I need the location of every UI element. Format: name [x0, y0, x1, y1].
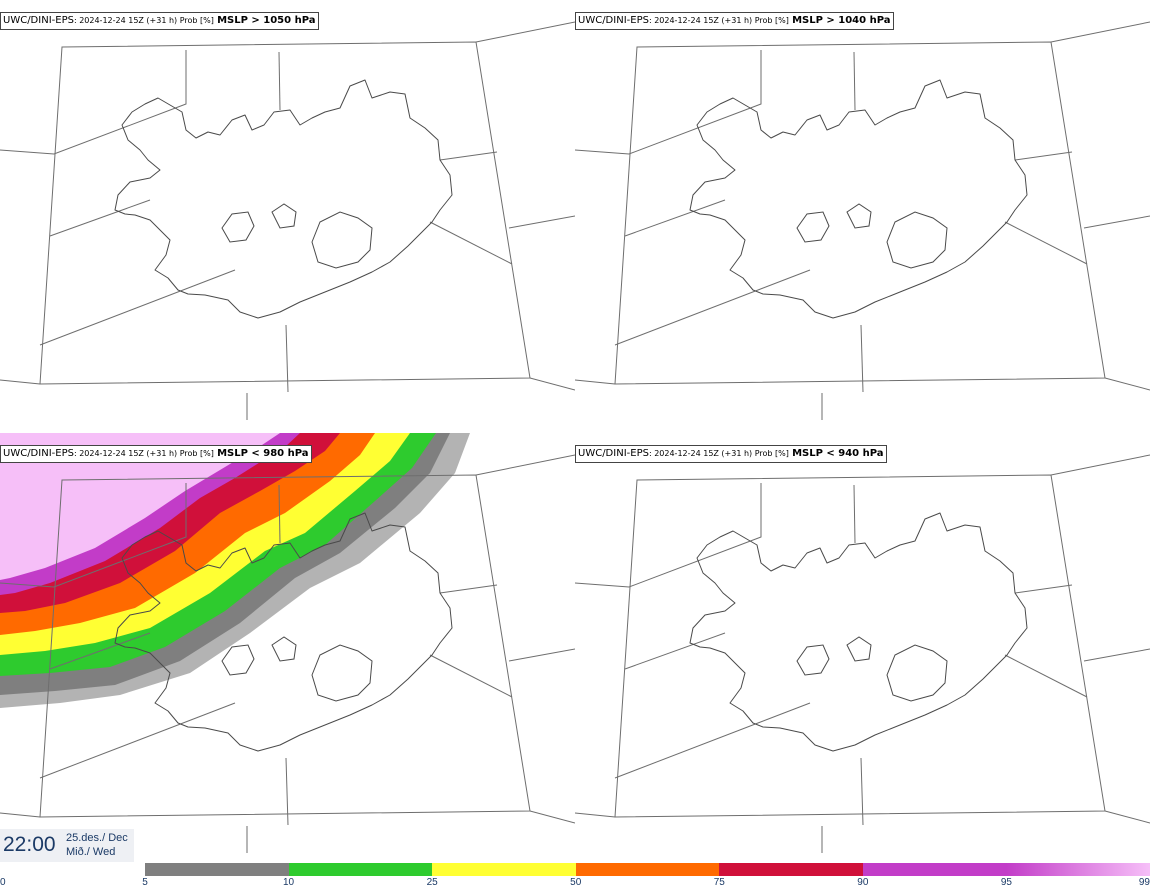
graticule-line — [614, 269, 811, 346]
graticule-line — [1014, 584, 1073, 594]
colorbar-segment — [575, 863, 720, 876]
map-canvas — [575, 21, 1150, 420]
colorbar-segment — [719, 863, 863, 876]
graticule-line — [439, 584, 498, 594]
valid-date: 25.des./ Dec Mið./ Wed — [66, 831, 128, 859]
graticule-line — [624, 632, 726, 670]
valid-time: 22:00 — [3, 833, 56, 856]
coastline — [689, 512, 1028, 752]
graticule-line — [575, 483, 762, 588]
coastline — [114, 79, 453, 319]
graticule-line — [508, 648, 575, 662]
graticule-line — [1004, 221, 1088, 265]
glacier-outline — [221, 211, 255, 243]
graticule-line — [0, 50, 187, 155]
graticule-line — [860, 324, 864, 393]
graticule-line — [0, 379, 41, 385]
map-panel-mslp-lt-980: UWC/DINI-EPS: 2024-12-24 15Z (+31 h) Pro… — [0, 433, 575, 853]
colorbar-tick-label: 90 — [857, 877, 869, 888]
probability-shading — [0, 433, 470, 708]
glacier-outline — [846, 636, 872, 662]
colorbar-tick-label: 10 — [283, 877, 295, 888]
graticule-line — [624, 199, 726, 237]
graticule-line — [1050, 21, 1150, 43]
base-map — [0, 454, 575, 853]
graticule-line — [853, 51, 856, 111]
colorbar-tick-label: 95 — [1000, 877, 1012, 888]
graticule-line — [39, 269, 236, 346]
map-panel-mslp-lt-940: UWC/DINI-EPS: 2024-12-24 15Z (+31 h) Pro… — [575, 433, 1150, 853]
coastline — [114, 512, 453, 752]
graticule-line — [1014, 151, 1073, 161]
graticule-line — [1083, 648, 1150, 662]
coastline — [689, 79, 1028, 319]
graticule-line — [0, 812, 41, 818]
colorbar-tick-label: 5 — [142, 877, 148, 888]
panel-title: UWC/DINI-EPS: 2024-12-24 15Z (+31 h) Pro… — [575, 12, 894, 30]
map-canvas — [0, 21, 575, 420]
graticule-line — [1104, 810, 1150, 824]
colorbar-tick-label: 99 — [1138, 877, 1150, 888]
colorbar-tick-label: 50 — [570, 877, 582, 888]
panel-title: UWC/DINI-EPS: 2024-12-24 15Z (+31 h) Pro… — [0, 12, 319, 30]
glacier-outline — [886, 644, 948, 702]
base-map — [575, 21, 1150, 420]
base-map — [0, 21, 575, 420]
glacier-outline — [311, 644, 373, 702]
graticule-line — [429, 654, 513, 698]
graticule-line — [285, 324, 289, 393]
graticule-line — [1083, 215, 1150, 229]
graticule-line — [39, 702, 236, 779]
graticule-line — [614, 702, 811, 779]
graticule-line — [1050, 454, 1150, 476]
glacier-outline — [311, 211, 373, 269]
glacier-outline — [796, 211, 830, 243]
map-canvas — [0, 433, 575, 853]
colorbar-segment — [145, 863, 289, 876]
graticule-line — [429, 221, 513, 265]
graticule-line — [475, 454, 575, 476]
graticule-line — [0, 483, 187, 588]
panel-title: UWC/DINI-EPS: 2024-12-24 15Z (+31 h) Pro… — [575, 445, 887, 463]
graticule-line — [285, 757, 289, 826]
valid-time-box: 22:00 25.des./ Dec Mið./ Wed — [0, 829, 134, 862]
valid-date-line2: Mið./ Wed — [66, 846, 116, 858]
colorbar-segment — [0, 863, 145, 876]
graticule-line — [529, 810, 575, 824]
graticule-line — [475, 21, 575, 43]
glacier-outline — [796, 644, 830, 676]
panel-title: UWC/DINI-EPS: 2024-12-24 15Z (+31 h) Pro… — [0, 445, 312, 463]
map-panel-mslp-gt-1040: UWC/DINI-EPS: 2024-12-24 15Z (+31 h) Pro… — [575, 0, 1150, 420]
colorbar-tick-label: 75 — [713, 877, 725, 888]
colorbar-segment — [432, 863, 576, 876]
base-map — [575, 454, 1150, 853]
graticule-line — [529, 377, 575, 391]
glacier-outline — [221, 644, 255, 676]
glacier-outline — [271, 203, 297, 229]
valid-date-line1: 25.des./ Dec — [66, 832, 128, 844]
colorbar-tick-label: 0 — [0, 877, 6, 888]
colorbar-segment — [1006, 863, 1150, 876]
glacier-outline — [271, 636, 297, 662]
graticule-line — [508, 215, 575, 229]
graticule-line — [575, 50, 762, 155]
graticule-line — [49, 632, 151, 670]
graticule-line — [278, 51, 281, 111]
glacier-outline — [886, 211, 948, 269]
glacier-outline — [846, 203, 872, 229]
graticule-line — [1004, 654, 1088, 698]
graticule-line — [1104, 377, 1150, 391]
graticule-line — [49, 199, 151, 237]
graticule-line — [860, 757, 864, 826]
graticule-line — [439, 151, 498, 161]
graticule-line — [278, 484, 281, 544]
colorbar-tick-label: 25 — [426, 877, 438, 888]
colorbar-segment — [288, 863, 433, 876]
graticule-line — [575, 379, 616, 385]
graticule-line — [575, 812, 616, 818]
colorbar-segment — [862, 863, 1007, 876]
graticule-line — [853, 484, 856, 544]
map-panel-mslp-gt-1050: UWC/DINI-EPS: 2024-12-24 15Z (+31 h) Pro… — [0, 0, 575, 420]
map-canvas — [575, 454, 1150, 853]
